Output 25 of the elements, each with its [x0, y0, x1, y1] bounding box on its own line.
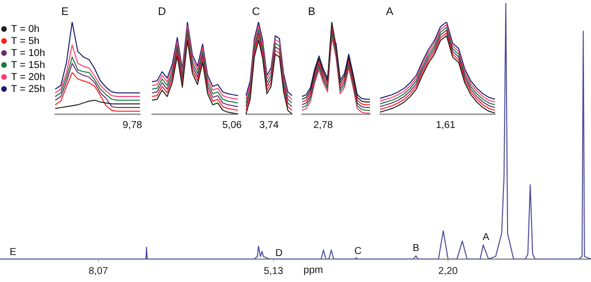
chart-title: B	[308, 6, 316, 18]
x-tick-label: 2,20	[438, 266, 458, 277]
legend-label: T = 20h	[11, 72, 46, 83]
annotation: A	[482, 232, 490, 243]
annotation: 3,74	[259, 120, 280, 131]
x-tick-label: 5,13	[264, 266, 284, 277]
legend-label: T = 25h	[11, 84, 46, 95]
chart-title: E	[61, 6, 69, 18]
x-axis-title: ppm	[304, 264, 323, 276]
legend-label: T = 10h	[11, 48, 46, 59]
annotation: C	[354, 246, 362, 257]
annotation: B	[412, 242, 420, 254]
legend-label: T = 0h	[11, 24, 40, 35]
legend-label: T = 15h	[11, 60, 46, 71]
annotation: 5,06	[222, 120, 242, 131]
legend-label: T = 5h	[11, 36, 40, 47]
annotation: 2,78	[313, 120, 334, 131]
annotation: 1,61	[436, 120, 456, 131]
x-tick-label: 8,07	[88, 266, 108, 277]
chart-title: C	[252, 6, 260, 18]
chart-title: D	[158, 6, 166, 18]
chart-title: A	[386, 6, 394, 18]
annotation: E	[10, 246, 17, 258]
annotation: D	[275, 248, 283, 259]
annotation: 9,78	[122, 120, 143, 131]
